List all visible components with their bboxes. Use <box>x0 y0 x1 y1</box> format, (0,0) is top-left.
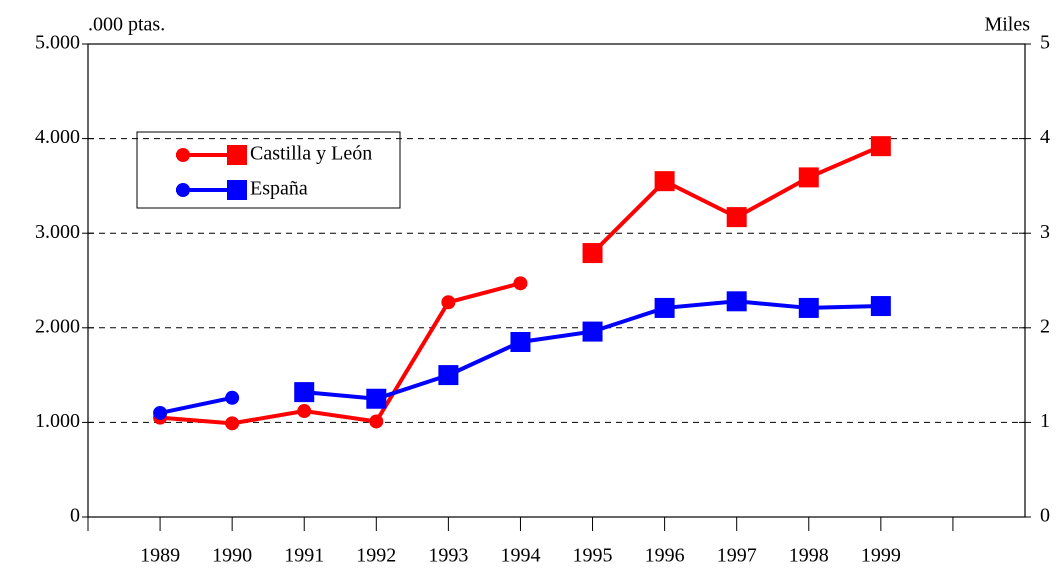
y-tick-label: 1.000 <box>35 410 80 432</box>
point <box>294 382 315 403</box>
y-tick-label: 2.000 <box>35 315 80 337</box>
y2-tick-label: 1 <box>1040 410 1050 432</box>
series-line <box>159 395 233 415</box>
point <box>870 136 891 157</box>
x-tick-label: 1996 <box>645 545 685 566</box>
legend-square <box>227 145 247 165</box>
point <box>441 295 456 310</box>
legend-square <box>227 180 247 200</box>
y-tick-label: 4.000 <box>35 126 80 148</box>
point <box>870 296 891 317</box>
point <box>297 404 312 419</box>
x-tick-label: 1999 <box>861 545 901 566</box>
x-tick-label: 1992 <box>356 545 396 566</box>
point <box>798 167 819 188</box>
x-tick-label: 1997 <box>717 545 757 566</box>
point <box>225 390 240 405</box>
series-line <box>591 144 882 255</box>
legend-circle <box>176 183 190 197</box>
y-axis-label: .000 ptas. <box>88 14 165 36</box>
x-tick-label: 1991 <box>284 545 324 566</box>
x-tick-label: 1998 <box>789 545 829 566</box>
y2-tick-label: 3 <box>1040 221 1050 243</box>
legend-label: Castilla y León <box>250 143 372 165</box>
series-line <box>159 281 521 426</box>
point <box>153 405 168 420</box>
x-tick-label: 1995 <box>573 545 613 566</box>
point <box>654 297 675 318</box>
legend-label: España <box>250 178 308 200</box>
point <box>582 321 603 342</box>
point <box>510 331 531 352</box>
point <box>726 291 747 312</box>
y2-axis-label: Miles <box>984 14 1030 36</box>
x-tick-label: 1989 <box>140 545 180 566</box>
point <box>798 297 819 318</box>
x-tick-label: 1990 <box>212 545 252 566</box>
y2-tick-label: 0 <box>1040 505 1050 527</box>
y-tick-label: 5.000 <box>35 32 80 54</box>
legend-circle <box>176 148 190 162</box>
y-tick-label: 3.000 <box>35 221 80 243</box>
point <box>369 414 384 429</box>
y2-tick-label: 5 <box>1040 32 1050 54</box>
point <box>225 416 240 431</box>
point <box>582 243 603 264</box>
y2-tick-label: 2 <box>1040 315 1050 337</box>
point <box>513 276 528 291</box>
x-tick-label: 1994 <box>500 545 540 566</box>
y-tick-label: 0 <box>70 505 80 527</box>
point <box>438 365 459 386</box>
plot-frame <box>87 43 1026 518</box>
series-line <box>304 299 881 401</box>
y2-tick-label: 4 <box>1040 126 1050 148</box>
x-tick-label: 1993 <box>428 545 468 566</box>
point <box>654 171 675 192</box>
point <box>726 207 747 228</box>
point <box>366 388 387 409</box>
